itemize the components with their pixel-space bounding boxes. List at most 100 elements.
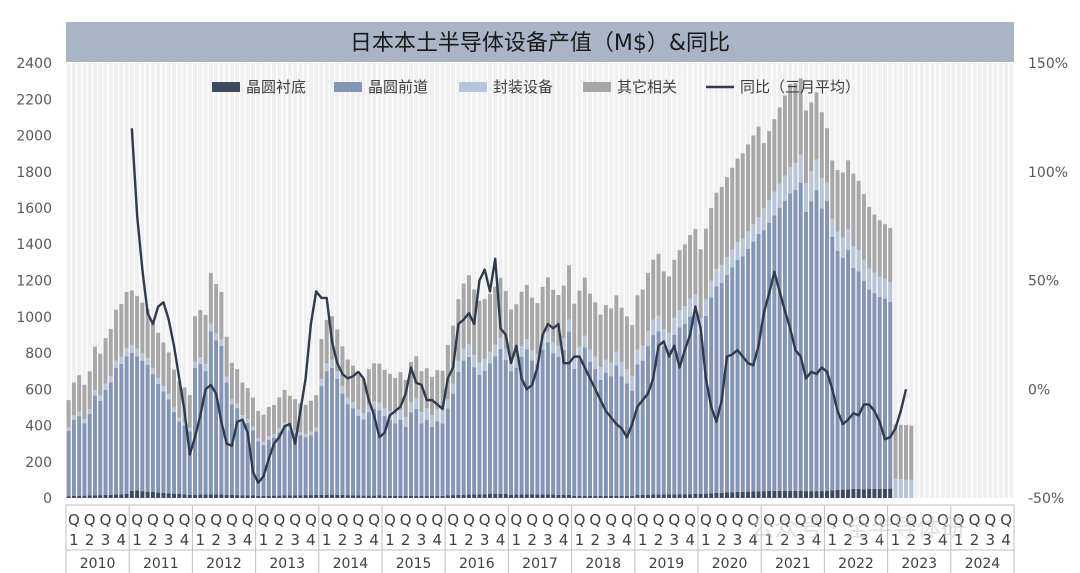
bar-other (71, 382, 76, 416)
quarter-number: 1 (701, 531, 711, 549)
bar-wafer-frontend (361, 419, 366, 496)
bar-wafer-substrate (677, 494, 682, 498)
background-band (961, 63, 966, 498)
bar-packaging (314, 427, 319, 432)
bar-packaging (466, 344, 471, 357)
bar-wafer-substrate (214, 494, 219, 499)
quarter-number: 4 (559, 531, 569, 549)
bar-other (803, 110, 808, 183)
bar-other (129, 290, 134, 345)
quarter-label: Q (937, 511, 949, 529)
quarter-number: 2 (717, 531, 727, 549)
bar-other (140, 302, 145, 354)
bar-wafer-frontend (129, 353, 134, 491)
quarter-label: Q (431, 511, 443, 529)
quarter-label: Q (700, 511, 712, 529)
bar-wafer-substrate (382, 495, 387, 498)
legend-swatch (334, 82, 362, 92)
quarter-number: 2 (464, 531, 474, 549)
bar-packaging (445, 399, 450, 409)
quarter-label: Q (179, 511, 191, 529)
bar-other (530, 297, 535, 351)
bar-wafer-frontend (746, 248, 751, 492)
bar-other (519, 291, 524, 347)
quarter-number: 3 (290, 531, 300, 549)
bar-wafer-substrate (719, 492, 724, 498)
bar-wafer-frontend (767, 222, 772, 491)
bar-packaging (545, 331, 550, 343)
quarter-number: 4 (180, 531, 190, 549)
quarter-label: Q (811, 511, 823, 529)
bar-wafer-substrate (140, 491, 145, 498)
bar-packaging (872, 272, 877, 294)
bar-wafer-substrate (498, 493, 503, 498)
bar-other (114, 309, 119, 361)
quarter-number: 3 (227, 531, 237, 549)
bar-other (577, 290, 582, 347)
bar-packaging (782, 175, 787, 201)
quarter-label: Q (84, 511, 96, 529)
bar-packaging (398, 410, 403, 420)
year-label: 2011 (143, 556, 179, 572)
background-band (435, 63, 440, 498)
bar-packaging (382, 407, 387, 417)
quarter-label: Q (384, 511, 396, 529)
background-band (424, 63, 429, 498)
background-band (182, 63, 187, 498)
bar-other (287, 395, 292, 427)
bar-wafer-frontend (735, 260, 740, 493)
bar-other (387, 373, 392, 411)
bar-packaging (751, 224, 756, 242)
background-band (972, 63, 977, 498)
bar-other (250, 397, 255, 427)
bar-packaging (71, 415, 76, 420)
bar-wafer-substrate (640, 494, 645, 498)
bar-other (898, 424, 903, 480)
bar-packaging (709, 280, 714, 298)
bar-wafer-frontend (414, 408, 419, 496)
background-band (919, 63, 924, 498)
bar-other (635, 295, 640, 350)
bar-wafer-substrate (193, 494, 198, 498)
bar-other (398, 372, 403, 411)
bar-other (761, 143, 766, 209)
background-band (551, 63, 556, 498)
bar-packaging (77, 411, 82, 417)
bar-packaging (182, 421, 187, 426)
bar-wafer-substrate (846, 489, 851, 498)
quarter-label: Q (305, 511, 317, 529)
quarter-number: 1 (954, 531, 964, 549)
bar-wafer-frontend (566, 331, 571, 495)
bar-packaging (245, 418, 250, 423)
bar-other (614, 295, 619, 352)
bar-wafer-frontend (635, 364, 640, 495)
bar-wafer-frontend (477, 374, 482, 495)
bar-packaging (145, 357, 150, 365)
bar-wafer-substrate (540, 494, 545, 498)
bar-packaging (166, 394, 171, 400)
bar-wafer-frontend (487, 363, 492, 495)
bar-other (82, 384, 87, 420)
bar-other (424, 368, 429, 409)
year-label: 2015 (396, 556, 432, 572)
background-band (614, 63, 619, 498)
bar-wafer-substrate (366, 495, 371, 498)
bar-wafer-frontend (393, 423, 398, 496)
bar-wafer-frontend (266, 439, 271, 496)
quarter-label: Q (653, 511, 665, 529)
bar-other (214, 284, 219, 334)
bar-packaging (719, 264, 724, 283)
quarter-number: 1 (132, 531, 142, 549)
bar-other (198, 310, 203, 358)
bar-wafer-substrate (851, 488, 856, 498)
quarter-label: Q (890, 511, 902, 529)
quarter-label: Q (668, 511, 680, 529)
bar-other (282, 389, 287, 423)
background-band (103, 63, 108, 498)
bar-packaging (319, 378, 324, 387)
bar-packaging (819, 177, 824, 209)
bar-other (509, 309, 514, 361)
bar-packaging (640, 345, 645, 361)
background-band (66, 63, 71, 498)
bar-wafer-substrate (293, 495, 298, 498)
